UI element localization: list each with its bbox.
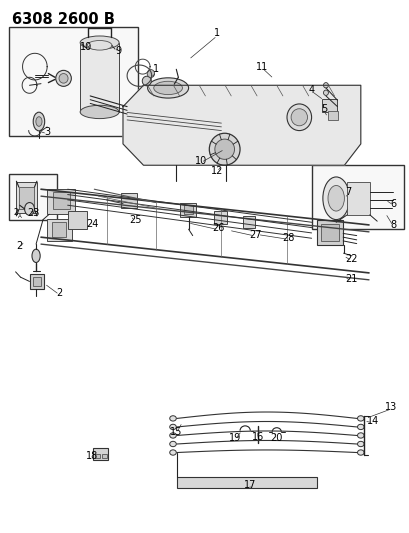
Text: 6: 6 xyxy=(390,199,396,208)
Ellipse shape xyxy=(169,424,176,430)
Text: 20: 20 xyxy=(270,433,282,443)
Ellipse shape xyxy=(357,424,363,430)
Bar xyxy=(9,174,57,220)
Text: 10: 10 xyxy=(80,42,92,52)
Bar xyxy=(320,224,338,241)
Ellipse shape xyxy=(32,249,40,263)
Text: 16: 16 xyxy=(252,432,264,442)
Text: 2: 2 xyxy=(13,208,18,217)
Bar xyxy=(183,205,192,214)
Bar xyxy=(321,99,337,112)
Ellipse shape xyxy=(87,41,112,50)
Bar xyxy=(33,277,41,286)
Bar xyxy=(16,182,37,213)
Circle shape xyxy=(25,203,34,215)
Text: 14: 14 xyxy=(366,416,378,426)
Bar xyxy=(95,454,100,458)
Text: 8: 8 xyxy=(390,220,396,230)
Ellipse shape xyxy=(169,441,176,447)
Bar xyxy=(311,165,403,229)
Ellipse shape xyxy=(59,74,68,83)
Bar xyxy=(19,187,34,209)
Text: 28: 28 xyxy=(281,233,294,243)
Text: 5: 5 xyxy=(320,104,326,114)
Text: 18: 18 xyxy=(86,451,98,461)
Ellipse shape xyxy=(357,450,363,455)
Bar xyxy=(180,203,196,217)
Bar xyxy=(93,448,108,460)
Ellipse shape xyxy=(357,441,363,447)
Text: 6308 2600 B: 6308 2600 B xyxy=(12,12,115,27)
Text: 17: 17 xyxy=(243,480,256,490)
Text: 25: 25 xyxy=(129,215,141,224)
Bar xyxy=(316,220,342,245)
Ellipse shape xyxy=(357,416,363,421)
Polygon shape xyxy=(123,85,360,165)
Ellipse shape xyxy=(153,81,182,95)
Ellipse shape xyxy=(36,117,42,126)
Bar xyxy=(80,43,119,112)
Ellipse shape xyxy=(169,416,176,421)
Ellipse shape xyxy=(327,185,344,211)
Ellipse shape xyxy=(169,433,176,438)
Text: 27: 27 xyxy=(249,230,261,239)
Bar xyxy=(67,211,87,229)
Text: 12: 12 xyxy=(211,166,223,175)
Text: 13: 13 xyxy=(384,402,397,412)
Ellipse shape xyxy=(56,70,71,86)
Text: A: A xyxy=(18,214,22,219)
Ellipse shape xyxy=(33,112,45,131)
Text: 2: 2 xyxy=(56,288,63,298)
Text: 2: 2 xyxy=(16,241,23,251)
Text: 7: 7 xyxy=(344,187,351,197)
Text: 1: 1 xyxy=(214,28,220,38)
Text: 19: 19 xyxy=(228,433,240,443)
Ellipse shape xyxy=(142,76,151,86)
Bar xyxy=(121,193,136,208)
Ellipse shape xyxy=(357,433,363,438)
Ellipse shape xyxy=(214,139,234,159)
Ellipse shape xyxy=(147,78,188,98)
Text: 4: 4 xyxy=(308,85,314,94)
Bar xyxy=(177,477,316,488)
Text: 23: 23 xyxy=(27,208,40,218)
Ellipse shape xyxy=(286,104,311,131)
Bar xyxy=(346,182,369,215)
Ellipse shape xyxy=(80,36,119,50)
Ellipse shape xyxy=(209,133,240,165)
Ellipse shape xyxy=(322,177,348,220)
Text: 3: 3 xyxy=(44,127,50,137)
Bar xyxy=(47,219,72,241)
Bar xyxy=(101,454,106,458)
Bar xyxy=(243,216,255,228)
Ellipse shape xyxy=(169,450,176,455)
Ellipse shape xyxy=(323,83,328,88)
Text: 1: 1 xyxy=(153,64,158,74)
Ellipse shape xyxy=(290,109,307,126)
Text: 15: 15 xyxy=(170,427,182,437)
Ellipse shape xyxy=(80,106,119,119)
Bar xyxy=(327,111,337,120)
Text: 22: 22 xyxy=(345,254,357,264)
Text: 26: 26 xyxy=(212,223,224,233)
Bar xyxy=(47,189,75,214)
Ellipse shape xyxy=(323,90,328,95)
Text: 9: 9 xyxy=(116,46,121,55)
Bar xyxy=(29,274,44,289)
Bar xyxy=(53,192,70,209)
Bar xyxy=(213,211,227,224)
Ellipse shape xyxy=(147,70,154,78)
Bar xyxy=(52,222,66,237)
Bar xyxy=(9,27,138,136)
Text: 21: 21 xyxy=(345,274,357,284)
Text: 24: 24 xyxy=(86,219,98,229)
Text: 11: 11 xyxy=(256,62,268,71)
Text: 10: 10 xyxy=(194,156,207,166)
